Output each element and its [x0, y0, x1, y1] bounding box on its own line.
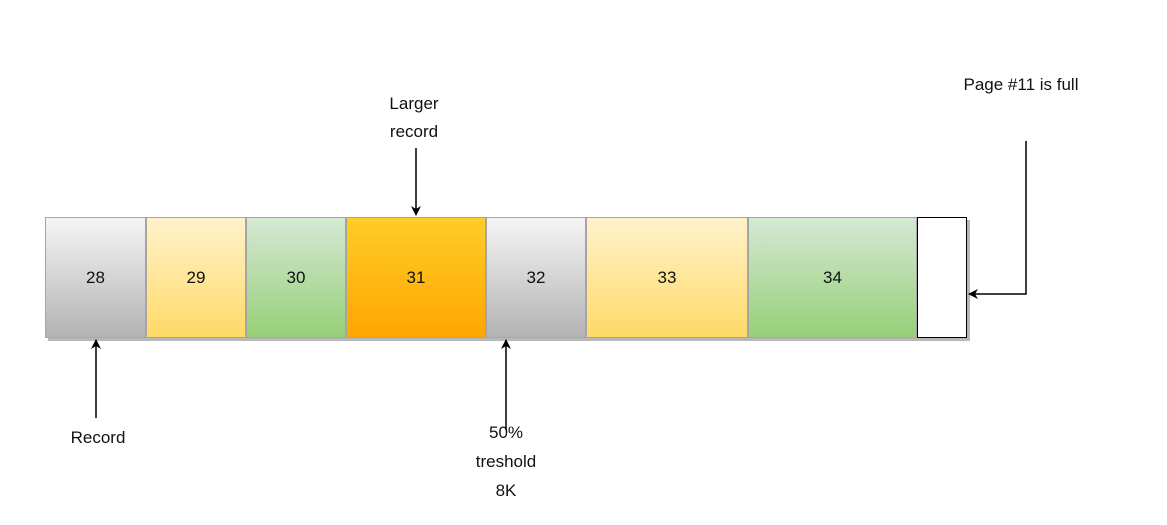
record-cell-31: 31 [346, 217, 486, 338]
record-cell-30: 30 [246, 217, 346, 338]
page-full-arrow [968, 141, 1027, 299]
page-full-label: Page #11 is full [963, 75, 1079, 94]
record-cell-29: 29 [146, 217, 246, 338]
record-cell-32: 32 [486, 217, 586, 338]
threshold-label: 50% treshold 8K [475, 423, 537, 500]
record-cell-34: 34 [748, 217, 917, 338]
free-space-cell [917, 217, 967, 338]
record-cell-28: 28 [45, 217, 146, 338]
record-label: Record [70, 428, 126, 447]
record-cell-33: 33 [586, 217, 748, 338]
larger-record-label: Larger record [389, 94, 439, 141]
